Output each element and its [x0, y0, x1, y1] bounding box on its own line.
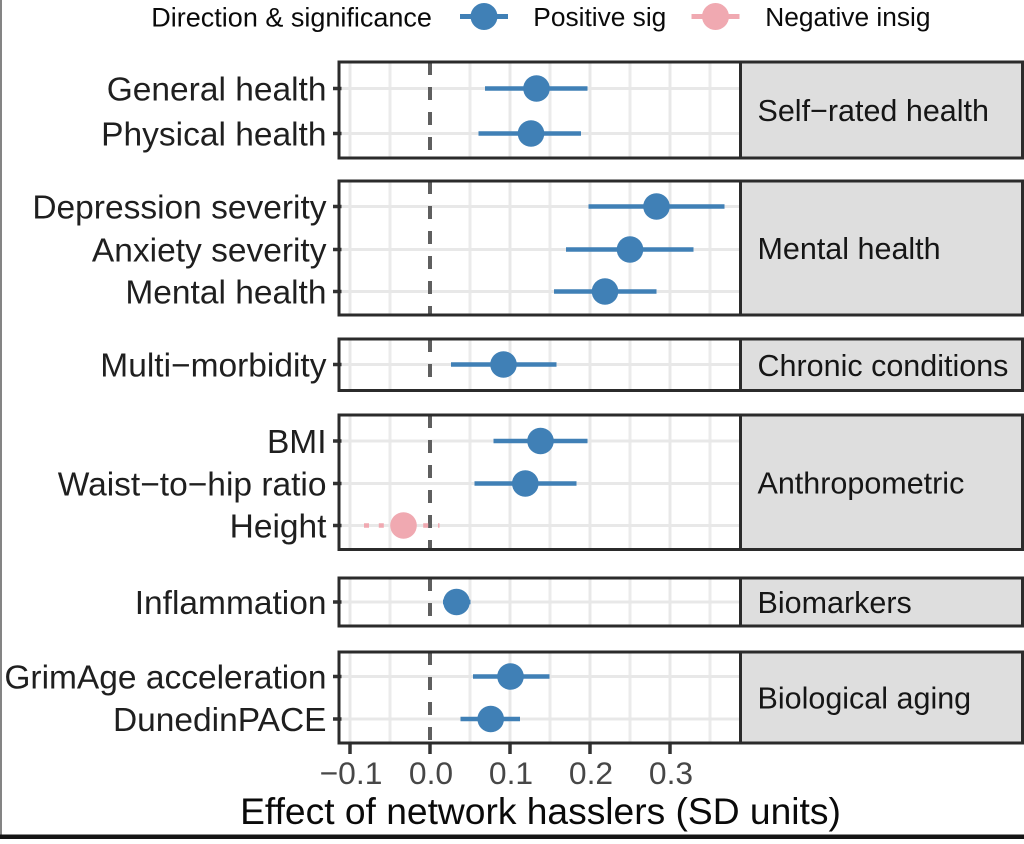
svg-text:Waist−to−hip ratio: Waist−to−hip ratio [58, 467, 327, 504]
svg-text:0.3: 0.3 [649, 755, 693, 791]
svg-text:General health: General health [107, 72, 327, 109]
svg-text:Mental health: Mental health [758, 232, 941, 266]
svg-text:BMI: BMI [267, 424, 327, 461]
svg-text:Multi−morbidity: Multi−morbidity [100, 348, 326, 385]
svg-text:DunedinPACE: DunedinPACE [113, 702, 327, 739]
svg-text:GrimAge acceleration: GrimAge acceleration [4, 660, 326, 697]
svg-text:0.2: 0.2 [569, 755, 613, 791]
svg-text:Anthropometric: Anthropometric [758, 466, 965, 500]
svg-text:Height: Height [230, 509, 328, 546]
svg-text:Direction & significance: Direction & significance [151, 2, 432, 32]
svg-text:Inflammation: Inflammation [135, 585, 327, 622]
svg-text:Physical health: Physical health [101, 117, 326, 154]
svg-text:Biological aging: Biological aging [758, 682, 972, 716]
svg-text:Positive sig: Positive sig [533, 2, 666, 32]
svg-text:Mental health: Mental health [125, 275, 326, 312]
svg-text:Anxiety severity: Anxiety severity [92, 233, 327, 270]
svg-text:Self−rated health: Self−rated health [758, 94, 989, 128]
svg-text:Depression severity: Depression severity [32, 190, 326, 227]
svg-text:Biomarkers: Biomarkers [758, 586, 912, 620]
svg-text:Negative insig: Negative insig [765, 2, 930, 32]
svg-text:Effect of network hasslers (SD: Effect of network hasslers (SD units) [240, 790, 841, 832]
svg-text:0.1: 0.1 [489, 755, 533, 791]
svg-text:−0.1: −0.1 [320, 755, 383, 791]
svg-text:0.0: 0.0 [409, 755, 453, 791]
svg-text:Chronic conditions: Chronic conditions [758, 349, 1009, 383]
